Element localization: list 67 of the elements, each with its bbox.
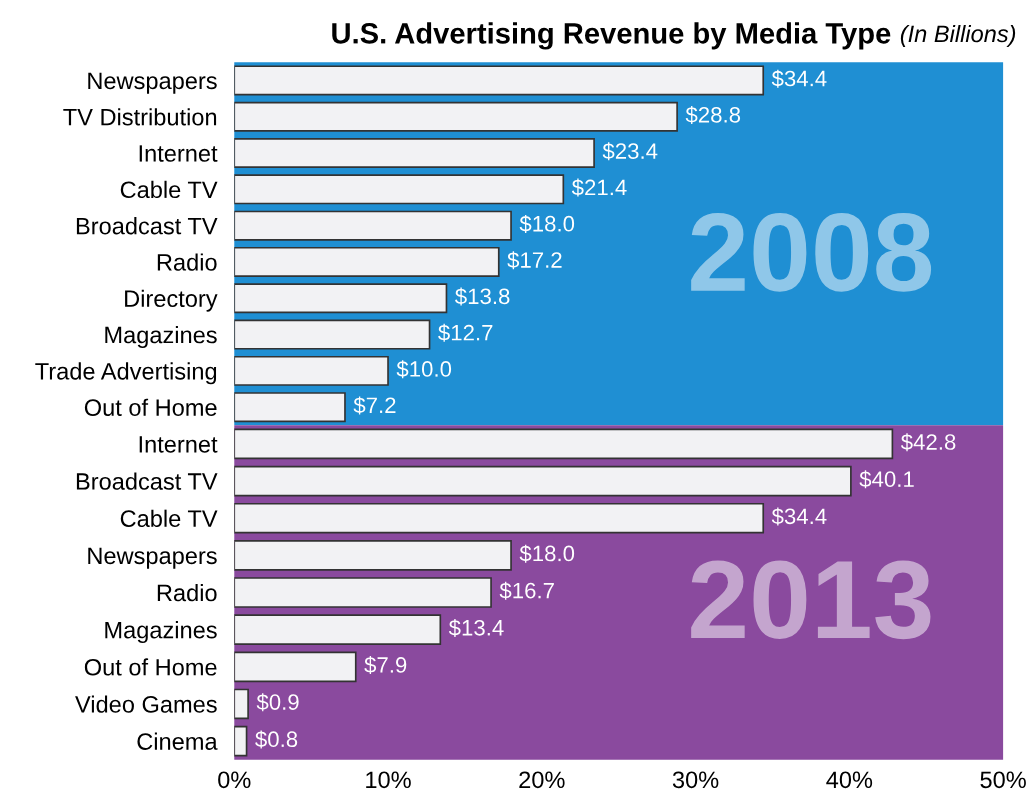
bar	[234, 392, 346, 423]
bar	[234, 174, 565, 205]
y-tick-label: Broadcast TV	[76, 472, 218, 490]
y-tick-label: Internet	[139, 145, 218, 162]
bar	[234, 725, 248, 757]
data-label: $12.7	[438, 323, 493, 342]
y-tick-label: Broadcast TV	[76, 217, 218, 235]
data-label: $21.4	[571, 178, 627, 197]
x-tick-label: 10%	[366, 771, 411, 789]
bar	[234, 465, 852, 497]
y-tick-label: Out of Home	[84, 658, 217, 676]
y-tick-label: Out of Home	[84, 398, 217, 416]
y-tick-label: Newspapers	[88, 547, 217, 569]
annotation: 2008	[691, 213, 932, 292]
y-tick-label: TV Distribution	[63, 108, 217, 126]
y-tick-label: Radio	[157, 253, 217, 271]
data-label: $7.2	[353, 396, 396, 415]
y-tick-label: Trade Advertising	[35, 362, 217, 385]
data-label: $34.4	[771, 69, 827, 88]
x-tick-label: 50%	[980, 771, 1026, 789]
data-label: $0.8	[255, 730, 298, 749]
data-label: $0.9	[256, 693, 299, 712]
data-label: $42.8	[900, 433, 956, 452]
y-tick-label: Directory	[125, 289, 218, 312]
bar	[234, 428, 894, 460]
data-label: $13.8	[455, 287, 510, 306]
bar	[234, 65, 765, 96]
y-tick-label: Internet	[139, 436, 218, 453]
bar	[234, 246, 500, 277]
y-tick-label: Cable TV	[120, 509, 218, 527]
bar	[234, 355, 389, 386]
data-label: $28.8	[685, 106, 741, 124]
x-tick-label: 20%	[519, 771, 565, 789]
bar	[234, 688, 249, 720]
chart-subtitle: (In Billions)	[900, 24, 1016, 47]
data-label: $34.4	[771, 507, 827, 526]
y-tick-label: Cable TV	[120, 180, 218, 199]
bar	[234, 138, 595, 169]
bar	[234, 502, 765, 534]
annotation: 2013	[691, 560, 931, 640]
x-tick-label: 40%	[826, 771, 873, 789]
data-label: $23.4	[602, 142, 658, 161]
y-tick-label: Newspapers	[88, 72, 217, 94]
data-label: $17.2	[507, 251, 562, 270]
bar	[234, 101, 678, 132]
bar	[234, 614, 442, 645]
data-label: $13.4	[448, 618, 504, 637]
bar	[234, 283, 448, 314]
bar	[234, 651, 357, 683]
bar	[234, 210, 512, 241]
bar	[234, 577, 492, 608]
bar	[234, 540, 512, 571]
y-tick-label: Magazines	[105, 326, 217, 349]
data-label: $18.0	[519, 544, 575, 563]
chart-title: U.S. Advertising Revenue by Media Type	[332, 22, 891, 50]
y-tick-label: Cinema	[137, 732, 218, 750]
data-label: $16.7	[499, 581, 554, 600]
data-label: $10.0	[396, 360, 452, 379]
bar	[234, 319, 431, 350]
data-label: $40.1	[859, 470, 914, 489]
y-tick-label: Radio	[157, 583, 217, 602]
y-tick-label: Video Games	[75, 695, 217, 713]
y-tick-label: Magazines	[105, 621, 217, 644]
data-label: $7.9	[364, 656, 407, 675]
x-tick-label: 30%	[672, 771, 719, 789]
x-tick-label: 0%	[218, 771, 251, 789]
data-label: $18.0	[519, 214, 575, 233]
